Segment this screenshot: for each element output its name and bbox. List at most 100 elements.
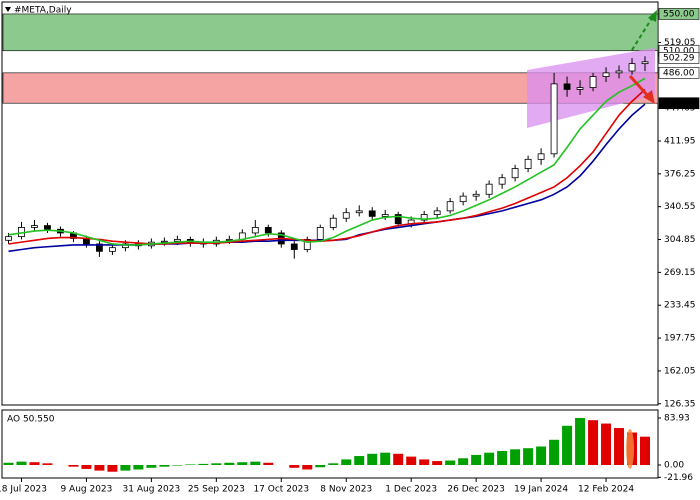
x-tick-label: 18 Jul 2023 [0, 485, 47, 495]
ao-bar [250, 461, 261, 466]
symbol-menu[interactable] [5, 7, 11, 12]
ao-bar [172, 465, 183, 466]
level-box [658, 8, 700, 20]
candle-body [576, 87, 584, 90]
y-tick-label: 304.85 [664, 235, 696, 245]
ao-bar [549, 439, 560, 466]
ao-bar [510, 449, 521, 466]
candle-body [498, 177, 506, 185]
ao-bar [94, 465, 105, 471]
ao-bar [211, 463, 222, 466]
ao-highlight [626, 429, 634, 469]
level-box [658, 67, 700, 79]
candle-body [96, 243, 103, 252]
main-panel [1, 1, 659, 406]
ao-bar [484, 452, 495, 466]
ao-bar [458, 458, 469, 466]
candle-body [303, 238, 311, 250]
x-tick-label: 26 Dec 2023 [447, 485, 505, 495]
ao-bar [237, 462, 248, 466]
ao-bar [601, 423, 612, 466]
ao-bar [367, 453, 378, 466]
ao-bar [42, 463, 53, 466]
candles [5, 56, 649, 259]
price-channel [527, 48, 655, 128]
ao-bar [341, 459, 352, 466]
candle-body [641, 61, 649, 65]
candle-body [225, 238, 233, 241]
candle-body [368, 210, 376, 217]
y-tick-label: 269.15 [664, 268, 696, 278]
ao-bar [354, 456, 365, 466]
moving-average [8, 77, 646, 246]
ao-bar [315, 465, 326, 468]
candle-body [472, 193, 480, 197]
candle-body [433, 210, 441, 215]
candle-body [31, 225, 38, 228]
ao-bar [16, 461, 27, 466]
y-tick-label: 376.25 [664, 169, 696, 179]
ao-bar [640, 436, 651, 466]
ao-bar [159, 465, 170, 467]
ao-bar [146, 465, 157, 468]
x-tick-label: 9 Aug 2023 [60, 485, 112, 495]
ao-bar [289, 465, 300, 468]
x-tick-label: 25 Sep 2023 [188, 485, 245, 495]
candle-body [446, 201, 454, 212]
candle-body [355, 210, 363, 214]
ao-bar [328, 463, 339, 466]
x-tick-label: 1 Dec 2023 [385, 485, 437, 495]
ao-bar [419, 459, 430, 466]
ao-bar [133, 465, 144, 470]
candle-body [122, 243, 129, 249]
candle-body [329, 217, 337, 228]
y-tick-label: 519.05 [664, 38, 696, 48]
ao-y-tick-label: -21.96 [664, 473, 693, 483]
candle-body [459, 195, 467, 203]
candle-body [602, 72, 610, 77]
ao-bar [588, 420, 599, 466]
candle-body [420, 214, 428, 221]
x-tick-label: 19 Jan 2024 [514, 485, 568, 495]
level-label: 510.00 [663, 46, 695, 56]
down-arrow-head [643, 90, 655, 104]
candle-body [628, 63, 636, 72]
candle-body [550, 83, 558, 155]
ao-bar [107, 465, 118, 472]
zone [2, 13, 659, 52]
candle-body [251, 227, 259, 234]
candle-body [381, 214, 389, 217]
ao-bar [68, 465, 79, 467]
x-tick-label: 17 Oct 2023 [253, 485, 309, 495]
candle-body [524, 158, 532, 169]
moving-averages [8, 77, 646, 253]
level-box [658, 97, 700, 110]
x-tick-label: 12 Feb 2024 [578, 485, 634, 495]
ao-bar [471, 454, 482, 466]
level-label: 453.00 [663, 99, 695, 109]
ao-bar [393, 453, 404, 466]
ao-bar [120, 465, 131, 471]
ao-bar [198, 463, 209, 466]
candle-body [290, 243, 298, 250]
candle-body [160, 240, 168, 243]
y-tick-label: 340.55 [664, 202, 696, 212]
down-arrow [628, 74, 650, 98]
candle-body [511, 168, 519, 179]
ao-title: AO 50.550 [7, 415, 55, 425]
ao-bar [29, 462, 40, 466]
y-tick-label: 126.35 [664, 399, 696, 409]
up-arrow-head [648, 10, 657, 22]
ao-bar [445, 460, 456, 466]
up-arrow [631, 17, 653, 51]
ao-bar [575, 417, 586, 466]
candle-body [589, 76, 597, 88]
candle-body [485, 183, 493, 195]
candle-body [173, 238, 181, 242]
candle-body [44, 225, 51, 230]
ao-bar [536, 446, 547, 466]
ao-bar [3, 462, 14, 466]
level-box [658, 52, 700, 64]
y-tick-label: 411.95 [664, 136, 696, 146]
